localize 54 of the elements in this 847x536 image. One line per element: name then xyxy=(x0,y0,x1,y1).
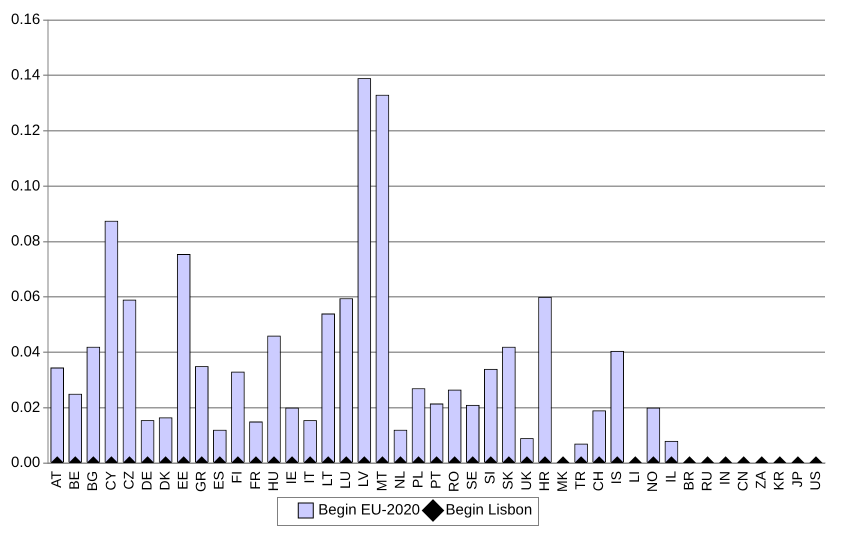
x-tick-label: ZA xyxy=(752,470,769,489)
x-tick-label: EE xyxy=(174,471,191,490)
x-tick-label: PL xyxy=(409,470,426,488)
x-tick-label: GR xyxy=(192,471,209,492)
x-tick-label: CY xyxy=(102,470,118,490)
x-tick-label: BE xyxy=(66,471,82,490)
y-tick-label: 0.16 xyxy=(10,11,40,28)
x-tick-label: TR xyxy=(572,471,588,490)
x-tick-label: FR xyxy=(246,471,263,490)
x-tick-label: HU xyxy=(264,471,281,492)
y-tick-label: 0.02 xyxy=(10,398,40,416)
y-tick-label: 0.14 xyxy=(10,66,40,84)
x-tick-label: KR xyxy=(770,471,787,490)
x-tick-label: BR xyxy=(680,471,696,490)
x-tick-label: MK xyxy=(554,470,570,492)
x-tick-label: NL xyxy=(391,470,408,489)
y-tick-label: 0.06 xyxy=(10,288,40,306)
x-tick-label: DE xyxy=(138,471,154,490)
x-tick-label: ES xyxy=(210,471,227,490)
x-tick-label: JP xyxy=(788,471,805,488)
x-tick-label: NO xyxy=(644,470,660,492)
x-tick-label: MT xyxy=(373,470,390,492)
x-tick-label: SI xyxy=(482,471,498,484)
x-tick-label: CH xyxy=(590,471,606,492)
x-tick-label: CN xyxy=(734,471,751,492)
y-tick-label: 0.04 xyxy=(10,343,40,360)
x-tick-label: SE xyxy=(464,471,480,490)
x-tick-label: RO xyxy=(446,470,462,492)
x-tick-label: US xyxy=(806,471,823,490)
x-tick-label: FI xyxy=(228,471,245,484)
x-tick-label: PT xyxy=(427,470,444,489)
x-tick-label: BG xyxy=(84,471,100,492)
x-tick-label: IE xyxy=(282,471,299,484)
x-tick-label: IN xyxy=(716,471,732,485)
x-tick-label: IS xyxy=(608,471,624,484)
x-tick-label: RU xyxy=(698,471,714,492)
y-tick-label: 0.08 xyxy=(10,232,40,250)
x-tick-label: DK xyxy=(156,470,172,490)
x-tick-label: CZ xyxy=(120,470,136,490)
x-tick-label: HR xyxy=(536,471,552,492)
x-tick-label: LI xyxy=(626,471,642,483)
y-tick-label: 0.12 xyxy=(10,122,40,139)
y-tick-label: 0.10 xyxy=(10,177,40,194)
x-tick-label: IT xyxy=(301,470,317,484)
x-tick-label: LU xyxy=(337,471,354,489)
x-tick-label: LT xyxy=(319,470,336,486)
y-tick-label: 0.00 xyxy=(10,454,40,472)
legend-label: Begin Lisbon xyxy=(446,502,532,519)
x-tick-label: LV xyxy=(355,470,372,488)
x-tick-label: AT xyxy=(48,470,64,488)
legend-label: Begin EU-2020 xyxy=(318,502,420,519)
x-tick-label: SK xyxy=(500,470,516,490)
x-tick-label: UK xyxy=(518,470,534,490)
x-tick-label: IL xyxy=(662,470,678,483)
